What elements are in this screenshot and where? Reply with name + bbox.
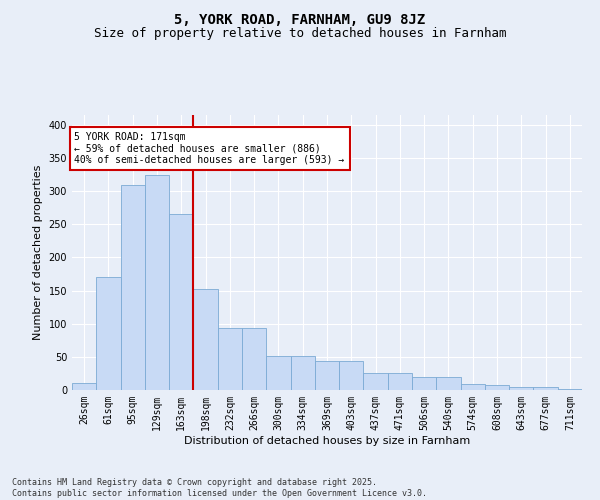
Bar: [339, 361, 364, 390]
Bar: [485, 386, 509, 390]
Bar: [461, 384, 485, 390]
Text: Contains HM Land Registry data © Crown copyright and database right 2025.
Contai: Contains HM Land Registry data © Crown c…: [12, 478, 427, 498]
Bar: [169, 214, 193, 390]
Bar: [509, 388, 533, 390]
Bar: [193, 288, 218, 390]
X-axis label: Distribution of detached houses by size in Farnham: Distribution of detached houses by size …: [184, 436, 470, 446]
Bar: [364, 373, 388, 390]
Bar: [266, 356, 290, 390]
Bar: [242, 328, 266, 390]
Bar: [436, 378, 461, 390]
Bar: [96, 278, 121, 390]
Bar: [315, 361, 339, 390]
Text: 5, YORK ROAD, FARNHAM, GU9 8JZ: 5, YORK ROAD, FARNHAM, GU9 8JZ: [175, 12, 425, 26]
Bar: [218, 328, 242, 390]
Text: 5 YORK ROAD: 171sqm
← 59% of detached houses are smaller (886)
40% of semi-detac: 5 YORK ROAD: 171sqm ← 59% of detached ho…: [74, 132, 344, 165]
Bar: [72, 384, 96, 390]
Bar: [533, 388, 558, 390]
Y-axis label: Number of detached properties: Number of detached properties: [33, 165, 43, 340]
Bar: [412, 378, 436, 390]
Text: Size of property relative to detached houses in Farnham: Size of property relative to detached ho…: [94, 28, 506, 40]
Bar: [145, 174, 169, 390]
Bar: [290, 356, 315, 390]
Bar: [388, 373, 412, 390]
Bar: [121, 184, 145, 390]
